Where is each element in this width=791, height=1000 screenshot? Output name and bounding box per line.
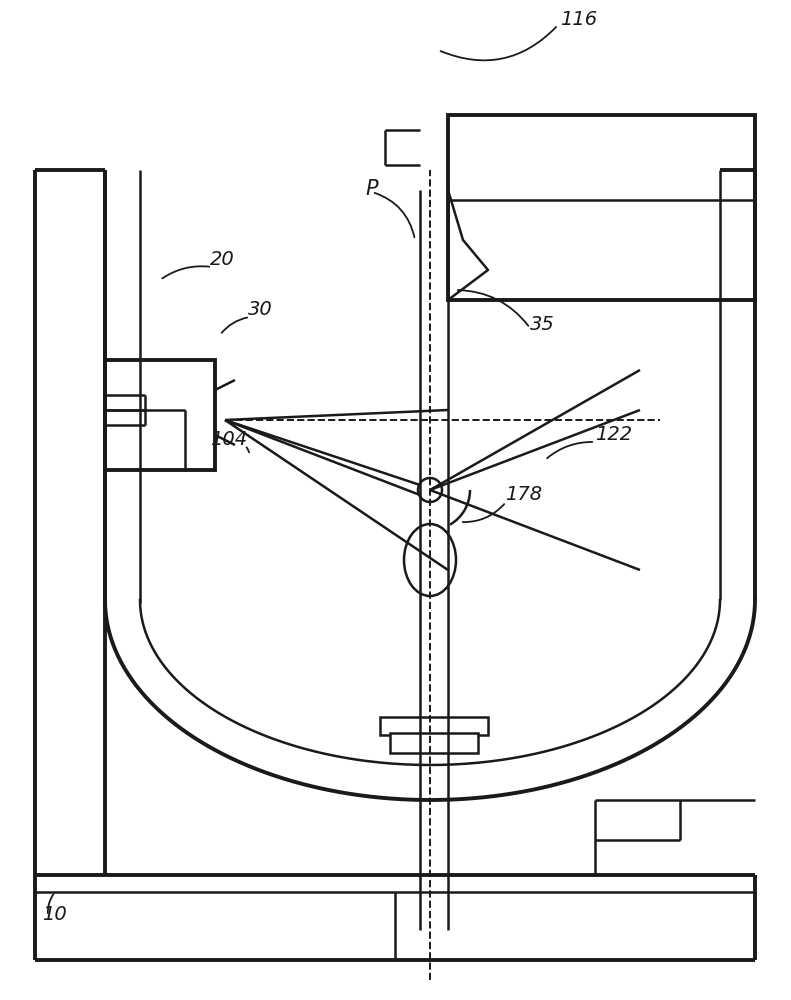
FancyBboxPatch shape <box>390 733 478 753</box>
Text: P: P <box>365 179 377 199</box>
Text: 10: 10 <box>42 905 66 924</box>
Text: 104: 104 <box>210 430 247 449</box>
FancyBboxPatch shape <box>380 717 488 735</box>
FancyBboxPatch shape <box>448 115 755 300</box>
Text: 20: 20 <box>210 250 235 269</box>
Text: 35: 35 <box>530 315 554 334</box>
Text: 30: 30 <box>248 300 273 319</box>
Text: 178: 178 <box>505 485 542 504</box>
Text: 116: 116 <box>560 10 597 29</box>
Text: 122: 122 <box>595 425 632 444</box>
FancyBboxPatch shape <box>105 360 215 470</box>
